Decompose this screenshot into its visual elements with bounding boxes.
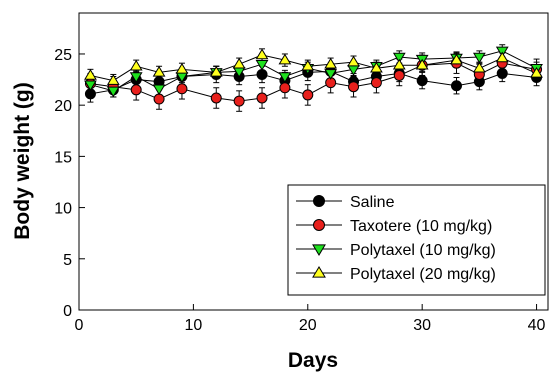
data-point-3 xyxy=(347,55,360,67)
data-point-1 xyxy=(302,89,314,101)
data-point-1 xyxy=(233,95,245,107)
data-point-3 xyxy=(278,53,292,65)
data-point-1 xyxy=(210,92,222,104)
x-tick-label: 10 xyxy=(184,317,202,334)
data-point-3 xyxy=(152,65,166,77)
x-tick-label: 40 xyxy=(528,317,546,334)
data-point-1 xyxy=(256,92,268,104)
legend-marker xyxy=(313,219,325,231)
data-point-1 xyxy=(130,84,142,96)
legend-marker xyxy=(312,265,326,278)
data-point-3 xyxy=(84,68,97,80)
y-tick-label: 15 xyxy=(54,149,72,166)
x-axis-title: Days xyxy=(288,349,338,372)
data-point-1 xyxy=(176,83,188,95)
legend-label: Saline xyxy=(350,194,395,211)
y-tick-label: 0 xyxy=(63,303,72,320)
data-point-3 xyxy=(415,58,429,70)
legend: Saline Taxotere (10 mg/kg) Polytaxel (10 m… xyxy=(287,184,546,296)
data-point-3 xyxy=(392,58,406,70)
data-point-3 xyxy=(209,65,223,77)
plot-frame xyxy=(78,12,549,311)
x-tick-label: 30 xyxy=(413,317,431,334)
data-point-0 xyxy=(450,80,462,92)
data-point-2 xyxy=(129,72,143,83)
data-point-0 xyxy=(496,67,508,79)
data-point-1 xyxy=(279,82,291,94)
data-point-3 xyxy=(301,59,315,71)
data-point-3 xyxy=(495,51,509,63)
data-point-2 xyxy=(255,59,269,71)
data-point-2 xyxy=(472,52,486,64)
legend-label: Taxotere (10 mg/kg) xyxy=(350,218,492,235)
legend-box xyxy=(287,184,546,296)
x-tick-label: 0 xyxy=(75,317,84,334)
legend-label: Polytaxel (10 mg/kg) xyxy=(350,242,496,259)
data-point-2 xyxy=(152,84,166,96)
data-point-3 xyxy=(472,61,486,73)
data-point-3 xyxy=(255,48,269,60)
data-point-3 xyxy=(129,59,143,71)
y-tick-label: 25 xyxy=(54,47,72,64)
x-tick-label: 20 xyxy=(299,317,317,334)
data-point-3 xyxy=(106,74,120,85)
data-point-3 xyxy=(530,66,543,78)
data-point-2 xyxy=(324,69,338,80)
data-point-0 xyxy=(256,68,268,80)
y-axis-title: Body weight (g) xyxy=(11,82,34,239)
data-point-3 xyxy=(324,57,338,69)
data-point-3 xyxy=(232,57,246,69)
data-point-3 xyxy=(450,53,463,65)
data-point-1 xyxy=(348,81,360,93)
y-tick-label: 5 xyxy=(63,252,72,269)
data-point-2 xyxy=(84,80,97,92)
data-point-3 xyxy=(370,61,383,73)
data-point-1 xyxy=(370,77,382,89)
data-point-1 xyxy=(393,69,405,81)
y-tick-label: 20 xyxy=(54,98,72,115)
y-tick-label: 10 xyxy=(54,201,72,218)
legend-marker xyxy=(312,244,326,257)
data-point-2 xyxy=(392,52,406,64)
data-point-1 xyxy=(153,93,165,105)
legend-label: Polytaxel (20 mg/kg) xyxy=(350,266,496,283)
data-point-3 xyxy=(175,62,189,74)
data-point-2 xyxy=(106,86,120,98)
legend-marker xyxy=(313,195,325,207)
data-point-2 xyxy=(278,72,292,83)
data-point-0 xyxy=(416,75,428,87)
